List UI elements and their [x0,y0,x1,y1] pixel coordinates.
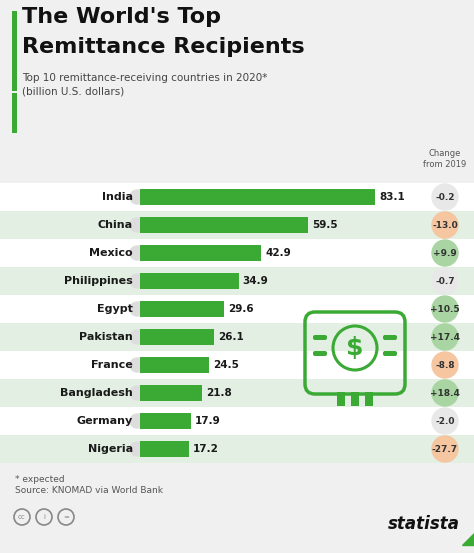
FancyBboxPatch shape [140,385,201,401]
Text: Change
from 2019: Change from 2019 [423,149,466,169]
Text: statista: statista [388,515,460,533]
FancyBboxPatch shape [12,93,17,133]
Text: (billion U.S. dollars): (billion U.S. dollars) [22,87,124,97]
FancyBboxPatch shape [0,183,474,211]
Text: -27.7: -27.7 [432,445,458,453]
Polygon shape [462,533,474,545]
Text: Remittance Recipients: Remittance Recipients [22,37,305,57]
FancyBboxPatch shape [140,245,261,261]
Text: Nigeria: Nigeria [88,444,133,454]
Circle shape [432,212,458,238]
Text: =: = [63,514,69,520]
Text: -0.7: -0.7 [435,276,455,285]
Text: Egypt: Egypt [97,304,133,314]
Text: Bangladesh: Bangladesh [60,388,133,398]
Text: Germany: Germany [77,416,133,426]
FancyBboxPatch shape [0,379,474,407]
Text: 17.9: 17.9 [195,416,220,426]
Text: 83.1: 83.1 [379,192,405,202]
Circle shape [130,386,144,400]
FancyBboxPatch shape [0,267,474,295]
FancyBboxPatch shape [383,335,397,340]
FancyBboxPatch shape [0,351,474,379]
Circle shape [432,408,458,434]
Text: $: $ [346,336,364,360]
FancyBboxPatch shape [313,335,327,340]
FancyBboxPatch shape [140,441,189,457]
Text: Source: KNOMAD via World Bank: Source: KNOMAD via World Bank [15,486,163,495]
FancyBboxPatch shape [0,188,474,468]
Circle shape [432,240,458,266]
Circle shape [130,442,144,456]
FancyBboxPatch shape [140,413,191,429]
Text: India: India [102,192,133,202]
Circle shape [130,302,144,316]
Circle shape [130,218,144,232]
Text: 21.8: 21.8 [206,388,231,398]
Circle shape [432,324,458,350]
FancyBboxPatch shape [140,217,308,233]
Circle shape [432,436,458,462]
Text: 42.9: 42.9 [265,248,291,258]
FancyBboxPatch shape [0,295,474,323]
FancyBboxPatch shape [140,357,210,373]
Circle shape [432,184,458,210]
Circle shape [130,358,144,372]
Text: 34.9: 34.9 [243,276,268,286]
Circle shape [130,274,144,288]
FancyBboxPatch shape [140,329,214,345]
Circle shape [432,352,458,378]
Text: -2.0: -2.0 [435,416,455,425]
FancyBboxPatch shape [337,392,345,406]
FancyBboxPatch shape [383,351,397,356]
Text: 24.5: 24.5 [213,360,239,370]
Text: China: China [98,220,133,230]
FancyBboxPatch shape [313,351,327,356]
Text: cc: cc [18,514,26,520]
FancyBboxPatch shape [351,392,359,406]
Text: +10.5: +10.5 [430,305,460,314]
Text: Philippines: Philippines [64,276,133,286]
Text: Pakistan: Pakistan [79,332,133,342]
Circle shape [432,268,458,294]
Text: Mexico: Mexico [90,248,133,258]
Text: Top 10 remittance-receiving countries in 2020*: Top 10 remittance-receiving countries in… [22,73,267,83]
FancyBboxPatch shape [365,392,373,406]
Text: 17.2: 17.2 [192,444,219,454]
Circle shape [432,296,458,322]
FancyBboxPatch shape [0,323,474,351]
Text: +9.9: +9.9 [433,248,457,258]
FancyBboxPatch shape [140,301,224,317]
Text: -8.8: -8.8 [435,361,455,369]
Circle shape [130,330,144,344]
Circle shape [130,190,144,204]
Text: The World's Top: The World's Top [22,7,221,27]
Circle shape [130,246,144,260]
Text: -13.0: -13.0 [432,221,458,229]
Text: +17.4: +17.4 [430,332,460,342]
Text: +18.4: +18.4 [430,389,460,398]
FancyBboxPatch shape [140,189,375,205]
FancyBboxPatch shape [0,239,474,267]
Text: -0.2: -0.2 [435,192,455,201]
FancyBboxPatch shape [0,211,474,239]
FancyBboxPatch shape [140,273,239,289]
Circle shape [432,380,458,406]
Text: i: i [43,514,45,520]
FancyBboxPatch shape [0,435,474,463]
FancyBboxPatch shape [12,11,17,91]
Circle shape [130,414,144,428]
FancyBboxPatch shape [0,407,474,435]
Text: 26.1: 26.1 [218,332,244,342]
Text: 29.6: 29.6 [228,304,253,314]
Text: France: France [91,360,133,370]
Text: * expected: * expected [15,475,64,484]
Text: 59.5: 59.5 [312,220,338,230]
